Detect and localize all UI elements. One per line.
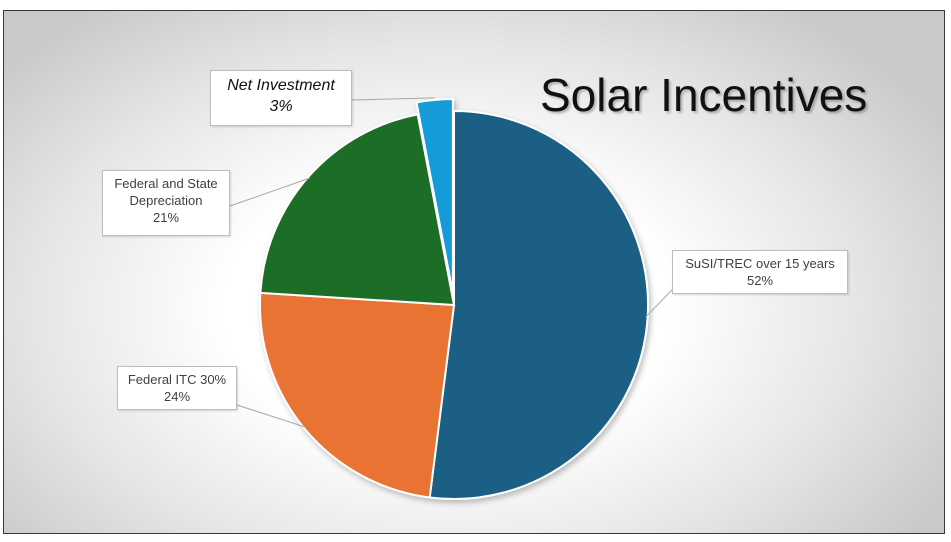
pie-slice — [428, 109, 649, 500]
leader-line — [229, 177, 311, 207]
slice-label-text: SuSI/TREC over 15 years — [685, 256, 835, 271]
chart-title: Solar Incentives — [540, 69, 868, 121]
pie-slice — [415, 98, 454, 294]
leader-line — [351, 97, 435, 101]
slice-label-depreciation: Federal and State Depreciation 21% — [102, 170, 230, 236]
slice-label-percent: 52% — [746, 273, 774, 288]
slice-label-net-investment: Net Investment 3% — [210, 70, 352, 126]
slice-label-percent: 3% — [269, 98, 293, 115]
slice-label-federal-itc: Federal ITC 30% 24% — [117, 366, 237, 410]
slice-label-text: Federal and State Depreciation — [114, 176, 218, 208]
slice-label-percent: 24% — [163, 389, 191, 404]
pie-slice — [259, 291, 456, 499]
leader-line — [645, 289, 673, 318]
slice-label-percent: 21% — [152, 210, 180, 225]
slice-label-text: Federal ITC 30% — [127, 372, 227, 387]
pie-slice — [259, 113, 456, 307]
slice-label-text: Net Investment — [227, 77, 335, 94]
slice-label-susi-trec: SuSI/TREC over 15 years 52% — [672, 250, 848, 294]
leader-line — [236, 404, 307, 428]
